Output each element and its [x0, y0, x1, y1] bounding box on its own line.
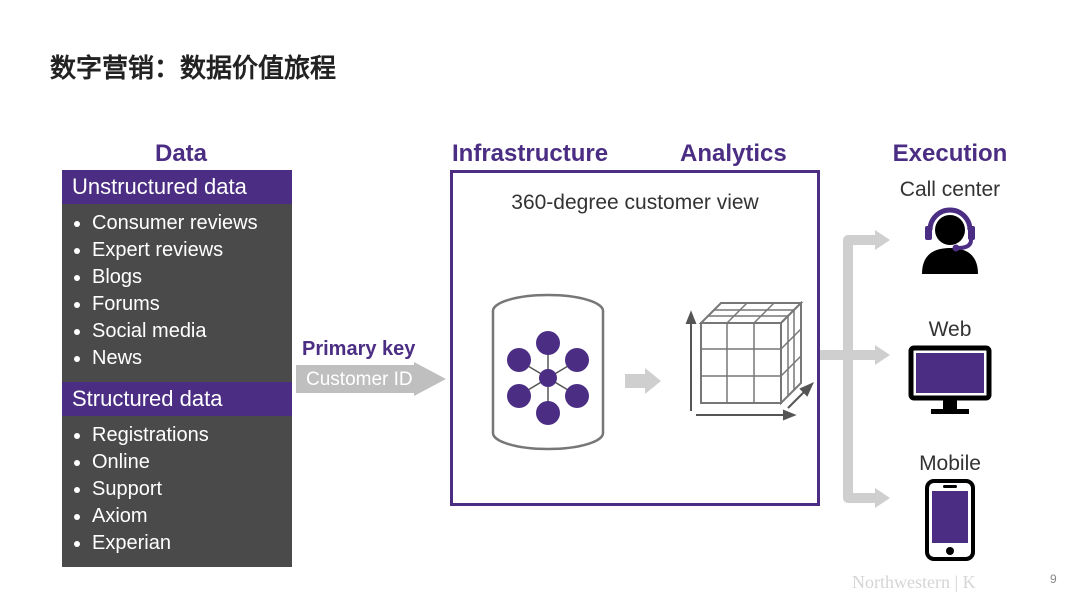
cube-icon: [671, 283, 816, 463]
customer-id-text: Customer ID: [306, 369, 413, 390]
list-item: Consumer reviews: [92, 210, 282, 237]
col-header-execution: Execution: [880, 140, 1020, 168]
phone-icon: [924, 478, 976, 562]
list-item: Blogs: [92, 264, 282, 291]
customer-view-box: 360-degree customer view: [450, 170, 820, 506]
list-item: Forums: [92, 291, 282, 318]
list-item: Axiom: [92, 503, 282, 530]
branch-arrows: [820, 170, 890, 540]
customer-view-title: 360-degree customer view: [453, 191, 817, 215]
list-item: Social media: [92, 318, 282, 345]
list-item: Expert reviews: [92, 237, 282, 264]
list-item: Registrations: [92, 422, 282, 449]
slide-title: 数字营销：数据价值旅程: [50, 48, 336, 85]
col-header-data: Data: [155, 140, 207, 168]
col-header-analytics: Analytics: [680, 140, 787, 168]
primary-key-label: Primary key: [302, 338, 415, 361]
structured-header: Structured data: [62, 382, 292, 416]
headset-icon: [912, 204, 988, 280]
exec-label-callcenter: Call center: [890, 178, 1010, 202]
page-number: 9: [1050, 572, 1057, 586]
list-item: News: [92, 345, 282, 372]
data-panel: Unstructured data Consumer reviewsExpert…: [62, 170, 292, 567]
cylinder-icon: [483, 293, 613, 463]
list-item: Online: [92, 449, 282, 476]
inner-arrow-icon: [625, 368, 661, 394]
list-item: Experian: [92, 530, 282, 557]
monitor-icon: [907, 344, 993, 418]
exec-label-web: Web: [890, 318, 1010, 342]
unstructured-body: Consumer reviewsExpert reviewsBlogsForum…: [62, 204, 292, 382]
watermark: Northwestern | K: [852, 572, 976, 593]
col-header-infrastructure: Infrastructure: [452, 140, 608, 168]
list-item: Support: [92, 476, 282, 503]
structured-body: RegistrationsOnlineSupportAxiomExperian: [62, 416, 292, 567]
exec-label-mobile: Mobile: [890, 452, 1010, 476]
primary-key-arrow: Customer ID: [296, 362, 446, 396]
unstructured-header: Unstructured data: [62, 170, 292, 204]
